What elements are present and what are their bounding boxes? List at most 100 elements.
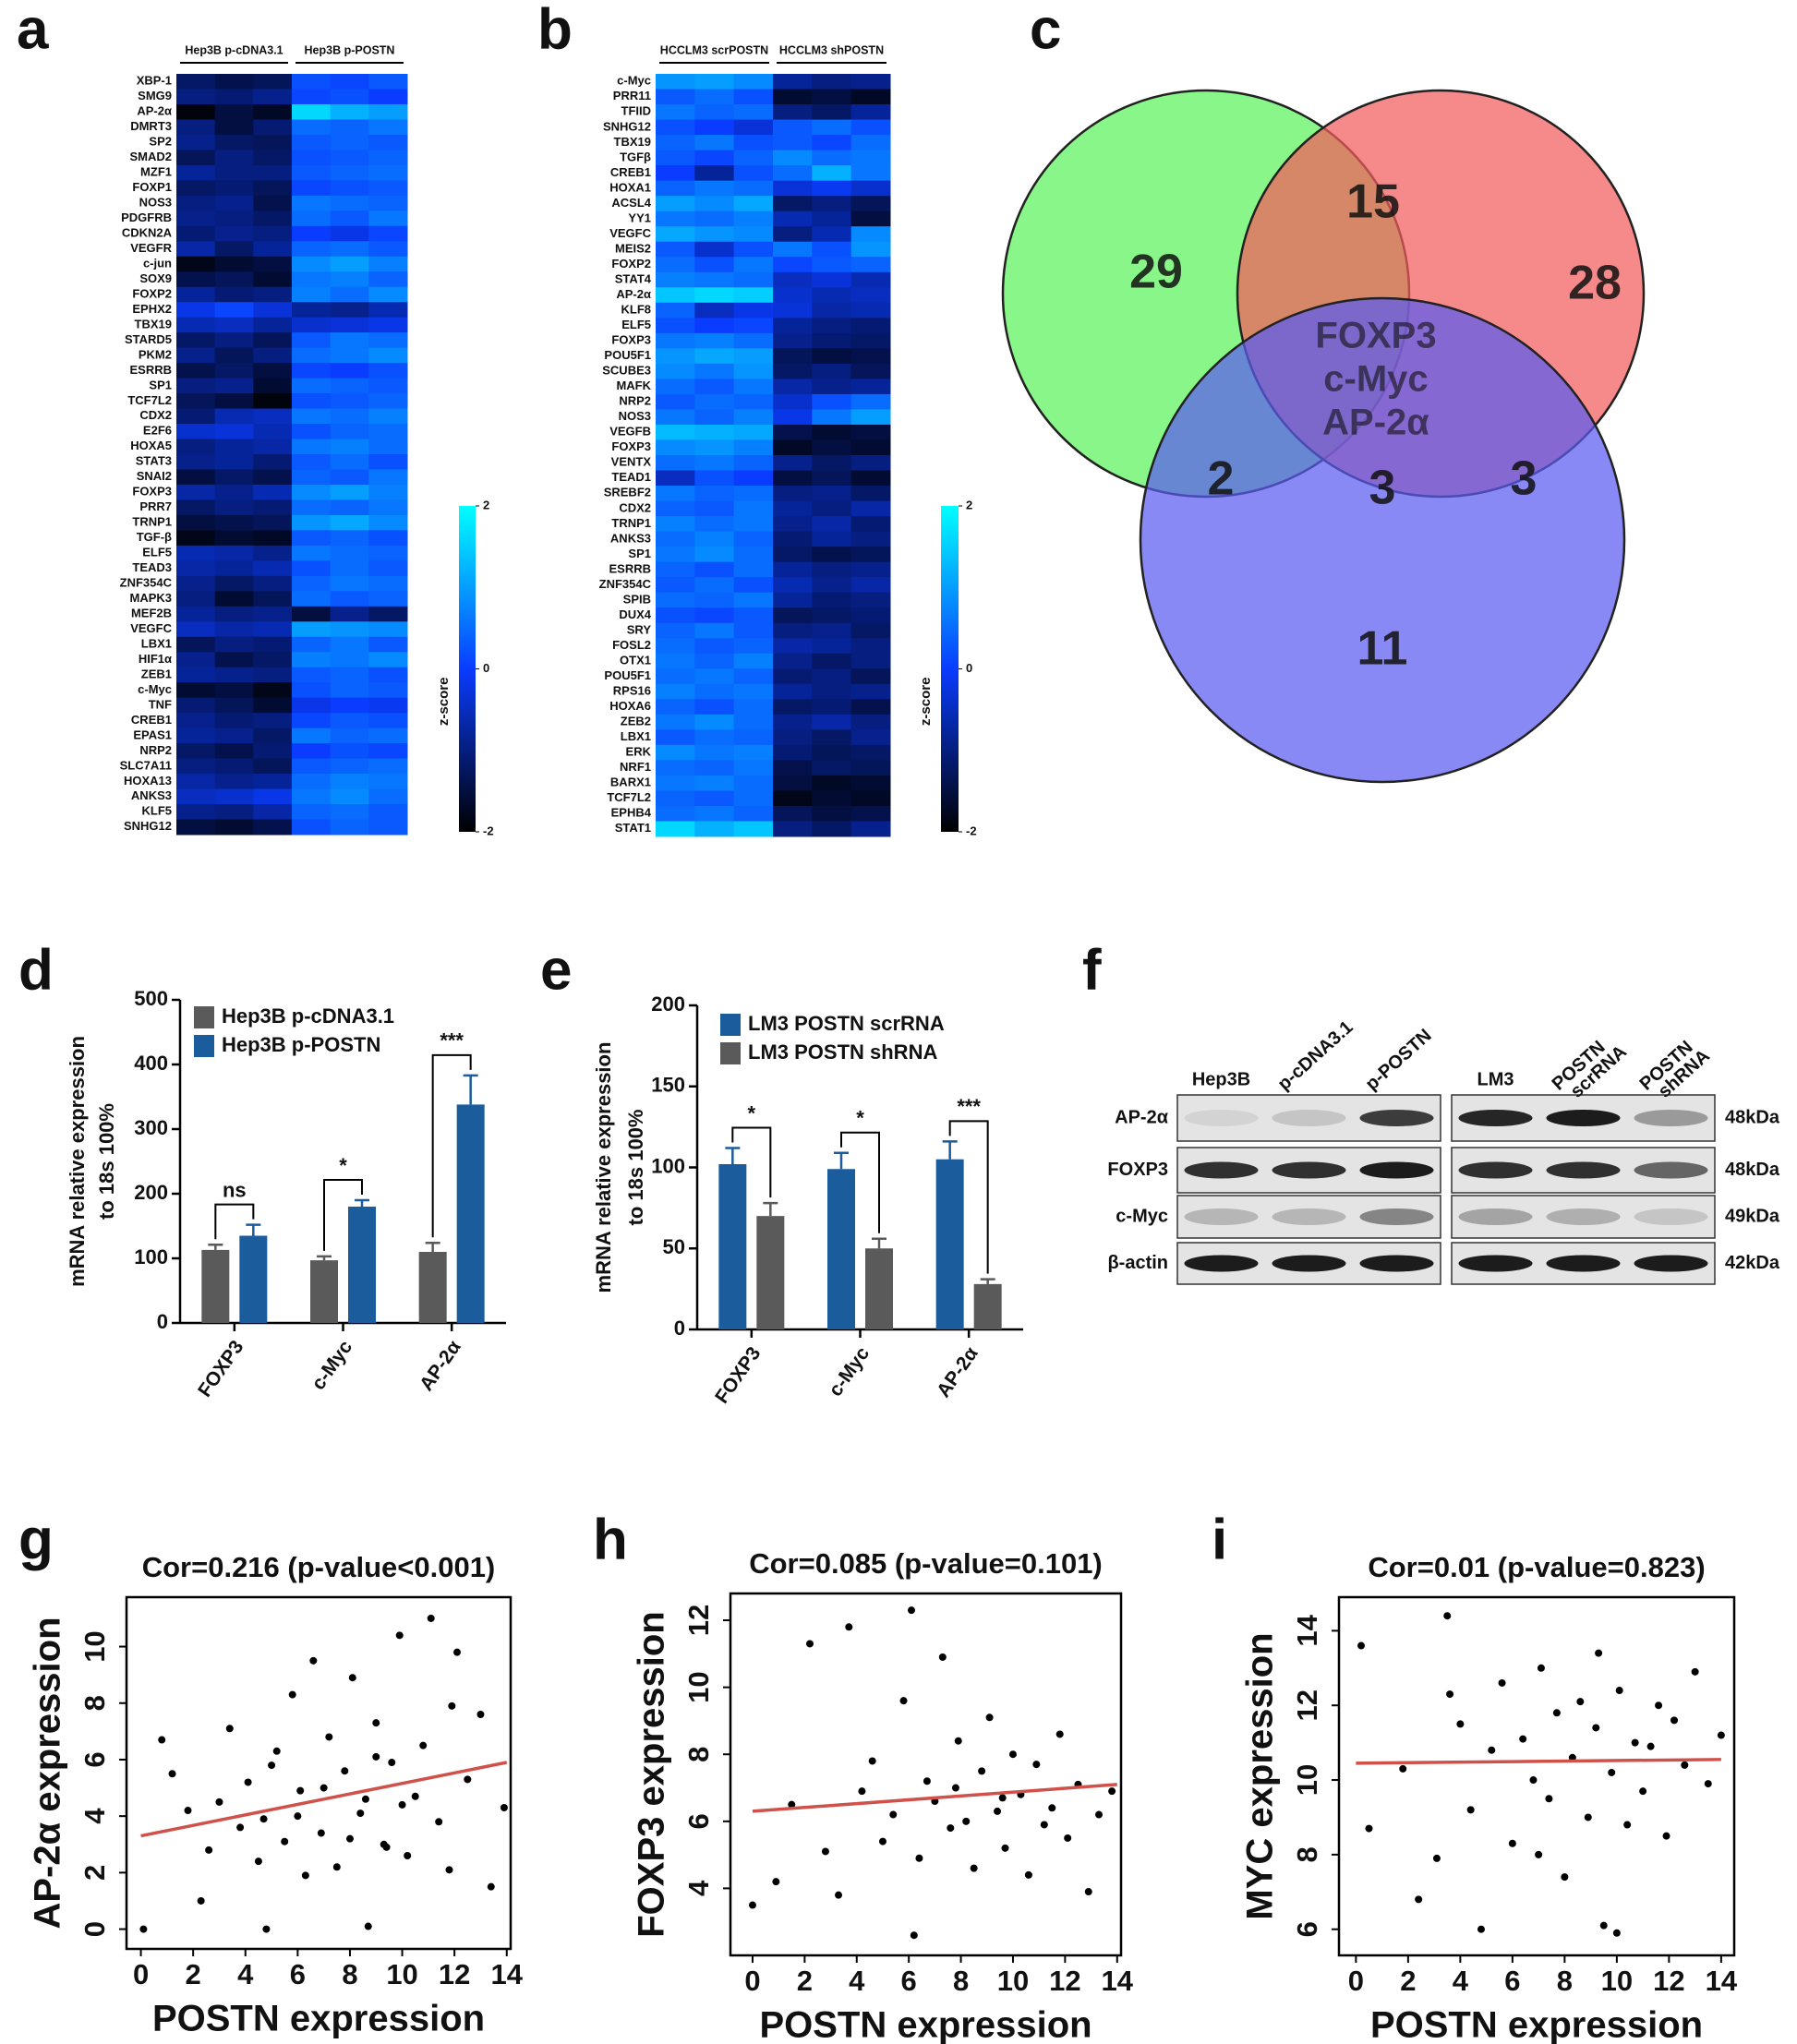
- y-tick-label: 14: [1291, 1614, 1323, 1646]
- x-tick-label: 12: [1049, 1965, 1080, 1997]
- legend-label: Hep3B p-cDNA3.1: [222, 1004, 394, 1028]
- heat-cell: [176, 302, 216, 319]
- heat-cell: [253, 697, 293, 714]
- heat-cell: [694, 196, 735, 212]
- heat-cell: [214, 134, 254, 150]
- row-label: YY1: [628, 210, 651, 224]
- heat-cell: [850, 638, 891, 655]
- heat-cell: [694, 531, 735, 547]
- heat-cell: [850, 729, 891, 746]
- heat-cell: [330, 180, 369, 197]
- heat-cell: [292, 667, 332, 683]
- y-tick-label: 100: [651, 1154, 685, 1177]
- x-tick-label: 14: [1706, 1965, 1738, 1997]
- heat-cell: [253, 150, 293, 166]
- x-tick-label: 0: [133, 1958, 149, 1990]
- heat-cell: [694, 455, 735, 472]
- heat-cell: [176, 774, 216, 790]
- heat-cell: [850, 775, 891, 791]
- heat-cell: [850, 257, 891, 273]
- venn-count: 29: [1129, 246, 1183, 299]
- heat-cell: [330, 591, 369, 607]
- panel-label: b: [537, 0, 573, 61]
- heat-cell: [253, 591, 293, 607]
- x-tick-label: 10: [997, 1965, 1029, 1997]
- heat-cell: [330, 439, 369, 455]
- point: [1655, 1701, 1663, 1710]
- heat-cell: [656, 531, 695, 547]
- colorbar-tick-label: -2: [483, 824, 494, 837]
- row-label: CDX2: [139, 408, 172, 422]
- row-label: FOXP2: [132, 286, 172, 300]
- heat-cell: [330, 195, 369, 211]
- heat-cell: [214, 408, 254, 425]
- heat-cell: [733, 714, 774, 730]
- heat-cell: [850, 165, 891, 182]
- point: [1055, 1730, 1064, 1738]
- heat-cell: [214, 317, 254, 333]
- point: [476, 1711, 485, 1718]
- heat-cell: [214, 103, 254, 120]
- heat-cell: [368, 439, 408, 455]
- blot-band: [1359, 1255, 1434, 1272]
- blot-band: [1546, 1208, 1621, 1225]
- heat-cell: [368, 256, 408, 272]
- heat-cell: [812, 74, 852, 90]
- heat-cell: [773, 683, 813, 700]
- heat-cell: [214, 347, 254, 364]
- heat-cell: [773, 135, 813, 151]
- lane-label: Hep3B: [1192, 1069, 1250, 1089]
- heat-cell: [214, 727, 254, 744]
- significance-bracket: [214, 1203, 255, 1240]
- heat-cell: [656, 653, 695, 669]
- fit-line: [1356, 1758, 1721, 1765]
- heat-cell: [214, 758, 254, 775]
- heat-cell: [330, 530, 369, 547]
- heat-cell: [733, 668, 774, 685]
- heat-cell: [694, 150, 735, 166]
- row-label: PRR7: [139, 499, 172, 513]
- heat-cell: [253, 378, 293, 394]
- heat-cell: [330, 210, 369, 227]
- y-tick-label: 12: [1291, 1689, 1323, 1721]
- row-label: DUX4: [619, 607, 651, 621]
- heat-cell: [368, 454, 408, 470]
- point: [868, 1757, 876, 1765]
- heat-cell: [812, 775, 852, 791]
- plot-frame: [729, 1592, 1123, 1957]
- heat-cell: [330, 454, 369, 470]
- heat-cell: [812, 241, 852, 258]
- heat-cell: [368, 819, 408, 836]
- heat-cell: [330, 743, 369, 760]
- heat-cell: [214, 560, 254, 577]
- heat-cell: [292, 439, 332, 455]
- heat-cell: [292, 286, 332, 303]
- y-axis-label: MYC expression: [1240, 1632, 1281, 1919]
- heat-cell: [812, 379, 852, 395]
- heat-cell: [812, 332, 852, 349]
- point: [317, 1829, 325, 1837]
- heat-cell: [656, 210, 695, 227]
- row-label: FOXP3: [611, 333, 651, 347]
- heat-cell: [656, 729, 695, 746]
- heat-cell: [292, 408, 332, 425]
- heat-cell: [694, 729, 735, 746]
- heat-cell: [368, 575, 408, 592]
- heat-cell: [214, 575, 254, 592]
- point: [427, 1614, 435, 1622]
- heat-cell: [656, 607, 695, 624]
- heat-cell: [368, 727, 408, 744]
- point: [259, 1815, 268, 1823]
- heat-cell: [368, 347, 408, 364]
- heat-cell: [176, 150, 216, 166]
- heat-cell: [694, 714, 735, 730]
- heat-cell: [253, 530, 293, 547]
- error-bar: [834, 1151, 849, 1170]
- y-tick-label: 4: [78, 1808, 111, 1824]
- heat-cell: [368, 302, 408, 319]
- point: [1032, 1761, 1041, 1769]
- heat-cell: [176, 103, 216, 120]
- heat-cell: [176, 180, 216, 197]
- heat-cell: [214, 150, 254, 166]
- point: [858, 1787, 866, 1796]
